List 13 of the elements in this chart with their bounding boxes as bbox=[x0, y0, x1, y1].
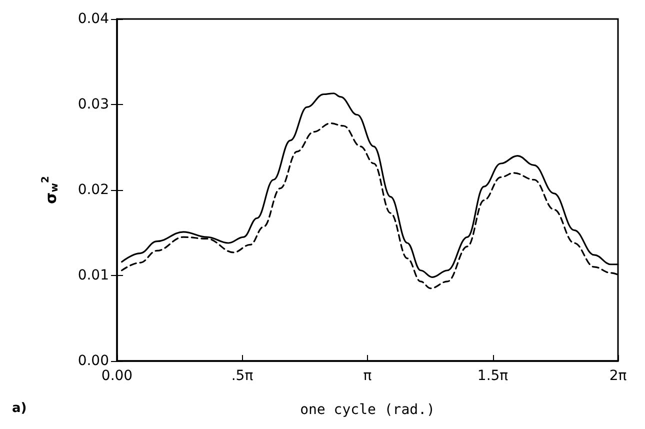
x-tick-label: π bbox=[363, 368, 372, 384]
x-axis-title: one cycle (rad.) bbox=[300, 402, 435, 418]
y-tick-label: 0.04 bbox=[78, 11, 110, 27]
y-tick-label: 0.02 bbox=[78, 182, 109, 198]
y-axis-title: σw2 bbox=[40, 176, 60, 204]
x-tick-label: 2π bbox=[609, 368, 628, 384]
y-tick-label: 0.03 bbox=[78, 96, 109, 112]
x-tick-label: .5π bbox=[231, 368, 254, 384]
y-tick-label: 0.01 bbox=[78, 268, 109, 284]
text: a) bbox=[12, 401, 27, 416]
x-tick-label: 1.5π bbox=[477, 368, 509, 384]
x-tick-label: 0.00 bbox=[101, 368, 133, 384]
y-tick-label: 0.00 bbox=[78, 353, 109, 369]
